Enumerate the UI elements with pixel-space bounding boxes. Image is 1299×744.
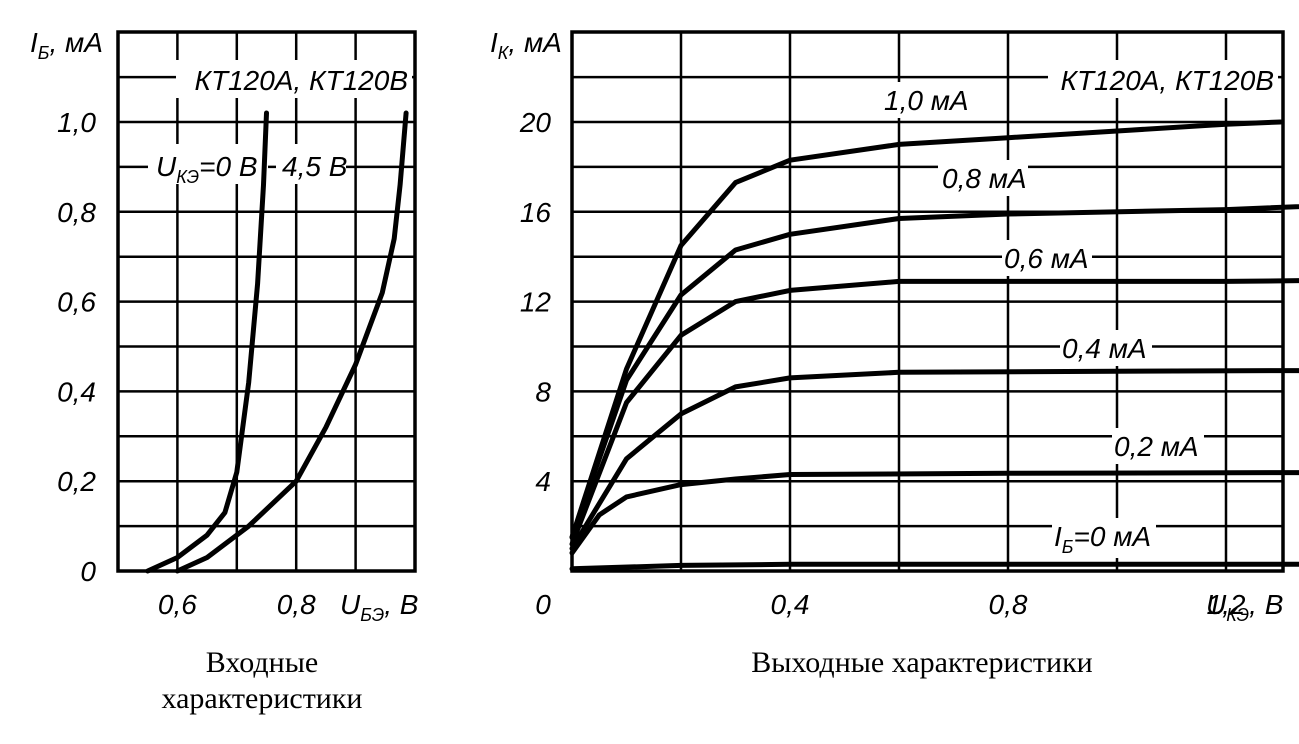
- y-tick-label: 4: [535, 466, 551, 497]
- label-bg: [276, 144, 346, 184]
- output-curve-5: [569, 561, 1299, 572]
- input-characteristics-chart: КТ120А, КТ120В UКЭ=0 В 4,5 В 0 0,2 0,4 0,6 0,8 1…: [30, 27, 418, 715]
- label-bg: [1060, 330, 1152, 366]
- caption-line: Выходные характеристики: [751, 646, 1092, 679]
- chart-title: КТ120А, КТ120В: [194, 65, 408, 96]
- y-axis-label: IК, мА: [490, 27, 562, 63]
- caption-line: Входные: [206, 646, 318, 679]
- output-characteristics-chart: КТ120А, КТ120В 1,0 мА 0,8 мА 0,6 мА 0,4 мА 0,…: [490, 27, 1299, 679]
- label-bg: [878, 82, 968, 118]
- output-curve-2: [569, 278, 1299, 547]
- y-tick-label: 20: [519, 107, 552, 138]
- chart-title: КТ120А, КТ120В: [1060, 65, 1274, 96]
- y-tick-label: 0,2: [57, 466, 96, 497]
- title-bg: [1048, 60, 1278, 98]
- label-bg: [1112, 428, 1204, 464]
- y-axis-label: IБ, мА: [30, 27, 103, 63]
- plot-frame: [570, 30, 1285, 573]
- series-label: 0,2 мА: [1114, 431, 1199, 462]
- output-curve-1: [569, 204, 1299, 540]
- label-bg: [1002, 240, 1092, 276]
- plot-frame: [116, 30, 417, 573]
- x-tick-label: 1,2: [1207, 589, 1246, 620]
- series-label-4-5v: 4,5 В: [282, 151, 347, 182]
- series-label: 1,0 мА: [884, 85, 969, 116]
- y-tick-label: 0,6: [57, 287, 96, 318]
- y-tick-label: 0,8: [57, 197, 96, 228]
- series-label: 0,8 мА: [942, 163, 1027, 194]
- y-tick-label: 0: [80, 556, 96, 587]
- y-tick-label: 0,4: [57, 376, 96, 407]
- y-tick-label: 16: [520, 197, 552, 228]
- output-curve-3: [569, 368, 1299, 551]
- title-bg: [176, 60, 412, 98]
- x-tick-label: 0,8: [277, 589, 316, 620]
- series-label: 0,4 мА: [1062, 333, 1147, 364]
- input-curve-0: [145, 110, 269, 574]
- y-tick-label: 1,0: [57, 107, 96, 138]
- x-tick-label: 0,8: [989, 589, 1028, 620]
- caption-line: характеристики: [161, 682, 362, 715]
- y-tick-label: 12: [520, 287, 552, 318]
- output-curve-0: [569, 119, 1283, 540]
- x-tick-label: 0,6: [158, 589, 197, 620]
- series-label-uke0: UКЭ=0 В: [156, 151, 258, 187]
- label-bg: [148, 144, 268, 184]
- label-bg: [1052, 518, 1156, 558]
- label-bg: [938, 160, 1028, 196]
- x-axis-label: UКЭ, В: [1206, 589, 1283, 625]
- series-label: 0,6 мА: [1004, 243, 1089, 274]
- input-curve-1: [174, 110, 409, 574]
- origin-label: 0: [535, 589, 551, 620]
- series-label: IБ=0 мА: [1054, 521, 1151, 557]
- x-axis-label: UБЭ, В: [340, 589, 418, 625]
- y-tick-label: 8: [535, 376, 551, 407]
- x-tick-label: 0,4: [771, 589, 810, 620]
